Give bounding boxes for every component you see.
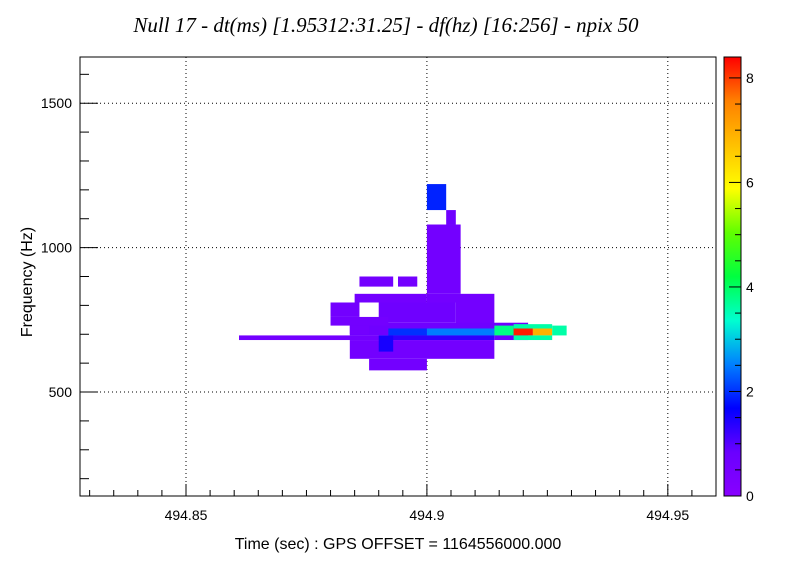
- x-tick-label: 494.9: [409, 507, 444, 523]
- x-axis-label: Time (sec) : GPS OFFSET = 1164556000.000: [235, 536, 562, 553]
- heatmap-cell: [354, 293, 427, 303]
- heatmap-cell: [359, 276, 394, 287]
- heatmap-cell: [494, 335, 529, 341]
- heatmap-cell: [494, 325, 514, 336]
- x-tick-label: 494.85: [165, 507, 208, 523]
- y-axis-label: Frequency (Hz): [19, 227, 36, 337]
- colorbar-tick-label: 0: [746, 488, 754, 504]
- heatmap-cell: [349, 325, 370, 335]
- heatmap-cell: [388, 328, 427, 336]
- y-tick-label: 1000: [41, 240, 72, 256]
- colorbar-tick-label: 2: [746, 383, 754, 399]
- colorbar-tick-label: 8: [746, 70, 754, 86]
- heatmap-cell: [378, 302, 456, 323]
- heatmap-cell: [426, 328, 495, 336]
- heatmap-cells: [239, 184, 567, 371]
- heatmap-cell: [532, 328, 553, 336]
- colorbar-tick-label: 4: [746, 279, 754, 295]
- heatmap-cell: [388, 335, 495, 341]
- colorbar-tick-label: 6: [746, 174, 754, 190]
- colorbar-ticks: 0 2 4 6 8: [729, 70, 754, 504]
- axis-ticks: 494.85 494.9 494.95 500 1000 1500: [41, 73, 717, 523]
- heatmap-cell: [239, 335, 389, 341]
- heatmap-cell: [426, 293, 495, 303]
- heatmap-cell: [426, 184, 447, 211]
- heatmap-cell: [513, 328, 533, 336]
- heatmap-cell: [446, 210, 456, 225]
- colorbar: [723, 56, 742, 497]
- heatmap-cell: [378, 335, 394, 352]
- heatmap-cell: [426, 224, 461, 294]
- heatmap-cell: [330, 316, 389, 326]
- heatmap-cell: [369, 358, 427, 371]
- y-tick-label: 1500: [41, 95, 72, 111]
- heatmap-cell: [513, 335, 553, 341]
- heatmap-cell: [552, 325, 567, 336]
- heatmap-cell: [349, 340, 495, 359]
- chart-title: Null 17 - dt(ms) [1.95312:31.25] - df(hz…: [132, 13, 639, 37]
- y-tick-label: 500: [49, 384, 73, 400]
- heatmap-cell: [398, 276, 418, 287]
- heatmap-cell: [330, 302, 360, 317]
- heatmap-cell: [513, 324, 553, 329]
- x-tick-label: 494.95: [646, 507, 689, 523]
